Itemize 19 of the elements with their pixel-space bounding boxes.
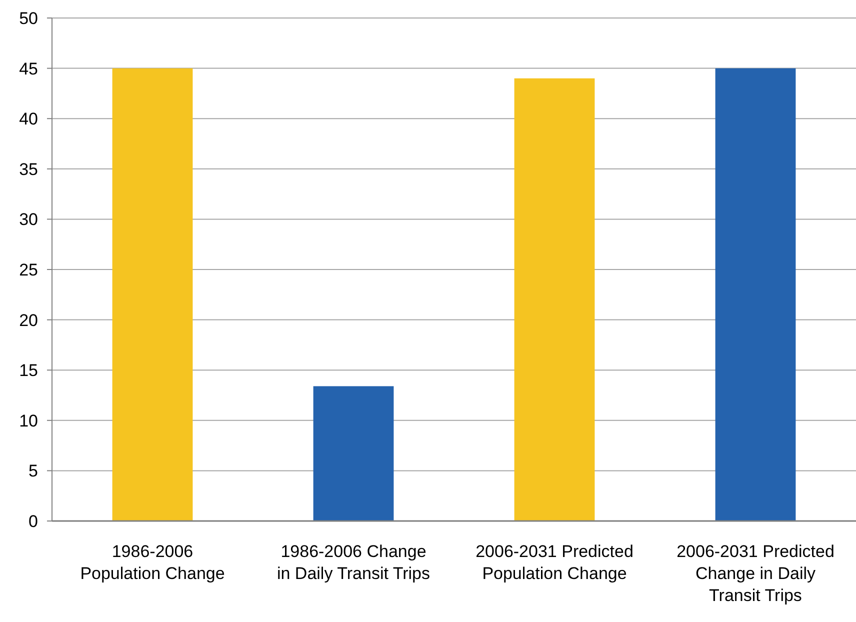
y-tick-label: 20 (19, 310, 38, 330)
x-tick-label: 1986-2006 Change in Daily Transit Trips (276, 542, 430, 583)
y-tick-label: 10 (19, 411, 38, 430)
y-tick-label: 0 (28, 512, 38, 531)
bar (313, 386, 394, 521)
x-tick-label: 2006-2031 Predicted Change in Daily Transit Trips (676, 542, 834, 605)
y-tick-label: 35 (19, 160, 38, 179)
y-tick-label: 30 (19, 210, 38, 230)
y-tick-label: 50 (19, 8, 38, 28)
y-tick-label: 15 (19, 361, 38, 380)
bar (112, 68, 193, 521)
bar (715, 68, 796, 521)
y-tick-label: 40 (19, 110, 38, 129)
x-tick-label: 2006-2031 Predicted Population Change (476, 542, 634, 583)
bar (514, 78, 595, 521)
x-tick-label: 1986-2006 Population Change (80, 542, 225, 583)
y-tick-label: 45 (19, 59, 38, 78)
y-tick-label: 25 (19, 260, 38, 280)
y-tick-label: 5 (28, 462, 38, 481)
